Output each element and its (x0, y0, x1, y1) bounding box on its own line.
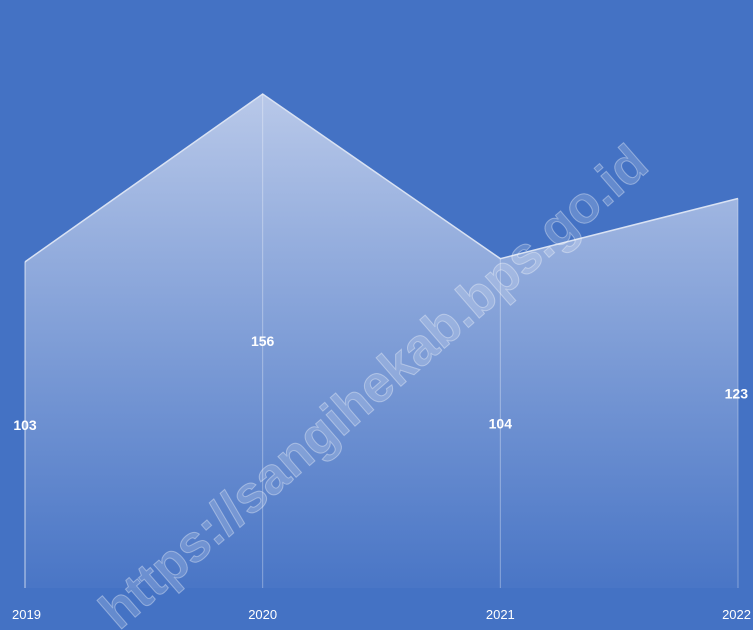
data-label: 103 (13, 417, 37, 433)
data-label: 104 (489, 415, 513, 431)
x-tick-label: 2019 (12, 607, 41, 622)
x-tick-label: 2022 (722, 607, 751, 622)
data-label: 123 (725, 385, 749, 401)
x-tick-label: 2020 (248, 607, 277, 622)
data-label: 156 (251, 333, 275, 349)
x-tick-label: 2021 (486, 607, 515, 622)
series-line (24, 93, 739, 263)
area-series (25, 94, 738, 588)
